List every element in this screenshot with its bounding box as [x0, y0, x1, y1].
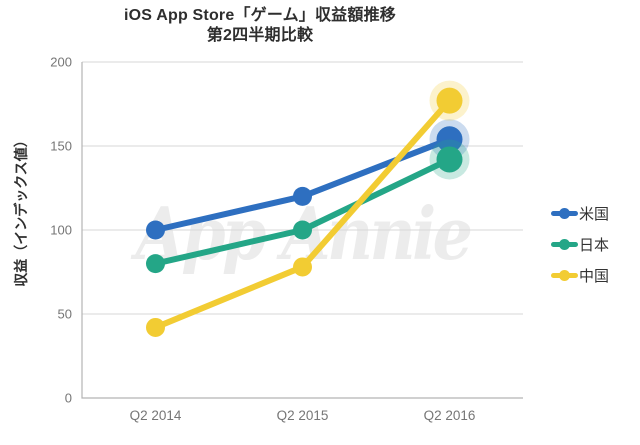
series-line-2	[154, 98, 452, 331]
legend-label: 米国	[579, 206, 610, 223]
legend-item-2: 中国	[551, 265, 609, 286]
series-1-point-1	[293, 220, 312, 240]
legend-marker-icon	[551, 208, 578, 219]
x-tick-label-2: Q2 2016	[424, 408, 476, 423]
legend-dot-icon	[559, 208, 570, 219]
legend-item-0: 米国	[551, 203, 609, 224]
y-tick-label-0: 0	[65, 391, 72, 406]
y-tick-label-200: 200	[50, 55, 72, 70]
series-1-point-2	[436, 146, 463, 173]
series-0-point-2	[436, 126, 463, 153]
series-line-1	[154, 156, 451, 267]
legend-dot-icon	[559, 270, 570, 281]
legend-label: 中国	[579, 268, 610, 285]
legend-label: 日本	[579, 237, 610, 254]
axis-lines	[81, 62, 523, 399]
series-1-point-0	[146, 254, 165, 274]
series-2-point-2	[436, 87, 463, 114]
x-tick-label-1: Q2 2015	[277, 408, 329, 423]
y-tick-label-100: 100	[50, 223, 72, 238]
series-0-point-1	[293, 186, 312, 206]
y-tick-label-50: 50	[58, 307, 72, 322]
x-tick-label-0: Q2 2014	[130, 408, 182, 423]
chart-subtitle: 第2四半期比較	[206, 27, 314, 44]
series-0-point-0	[146, 220, 165, 240]
series-2-point-1	[293, 257, 312, 277]
y-tick-label-150: 150	[50, 139, 72, 154]
legend: 米国 日本 中国	[551, 203, 609, 296]
legend-dot-icon	[559, 239, 570, 250]
legend-item-1: 日本	[551, 234, 609, 255]
chart-title: iOS App Store「ゲーム」収益額推移	[124, 7, 396, 24]
series-2-point-0	[146, 317, 165, 337]
chart-title-block: iOS App Store「ゲーム」収益額推移 第2四半期比較	[0, 6, 520, 46]
legend-marker-icon	[551, 239, 578, 250]
legend-marker-icon	[551, 270, 578, 281]
